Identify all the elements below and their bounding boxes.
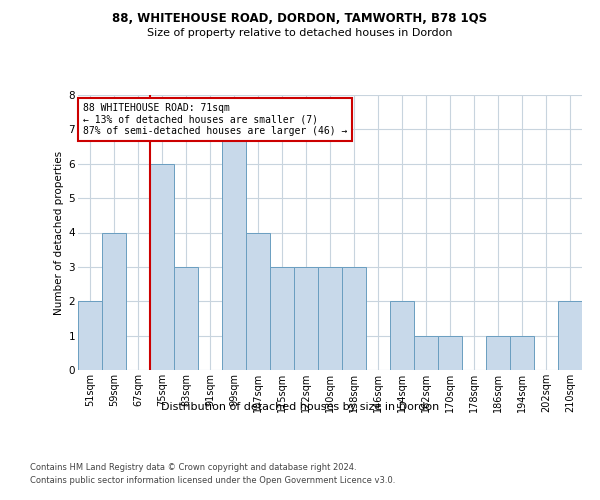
Bar — [79, 301, 101, 370]
Bar — [343, 267, 365, 370]
Bar — [175, 267, 197, 370]
Bar — [415, 336, 437, 370]
Bar — [511, 336, 533, 370]
Bar — [247, 232, 269, 370]
Bar — [103, 232, 125, 370]
Bar — [391, 301, 413, 370]
Bar — [559, 301, 581, 370]
Bar — [151, 164, 173, 370]
Bar — [319, 267, 341, 370]
Text: Contains HM Land Registry data © Crown copyright and database right 2024.: Contains HM Land Registry data © Crown c… — [30, 462, 356, 471]
Bar — [223, 130, 245, 370]
Bar — [295, 267, 317, 370]
Bar — [487, 336, 509, 370]
Text: Distribution of detached houses by size in Dordon: Distribution of detached houses by size … — [161, 402, 439, 412]
Text: 88, WHITEHOUSE ROAD, DORDON, TAMWORTH, B78 1QS: 88, WHITEHOUSE ROAD, DORDON, TAMWORTH, B… — [112, 12, 488, 26]
Y-axis label: Number of detached properties: Number of detached properties — [55, 150, 64, 314]
Text: Size of property relative to detached houses in Dordon: Size of property relative to detached ho… — [147, 28, 453, 38]
Bar — [439, 336, 461, 370]
Bar — [271, 267, 293, 370]
Text: 88 WHITEHOUSE ROAD: 71sqm
← 13% of detached houses are smaller (7)
87% of semi-d: 88 WHITEHOUSE ROAD: 71sqm ← 13% of detac… — [83, 104, 347, 136]
Text: Contains public sector information licensed under the Open Government Licence v3: Contains public sector information licen… — [30, 476, 395, 485]
